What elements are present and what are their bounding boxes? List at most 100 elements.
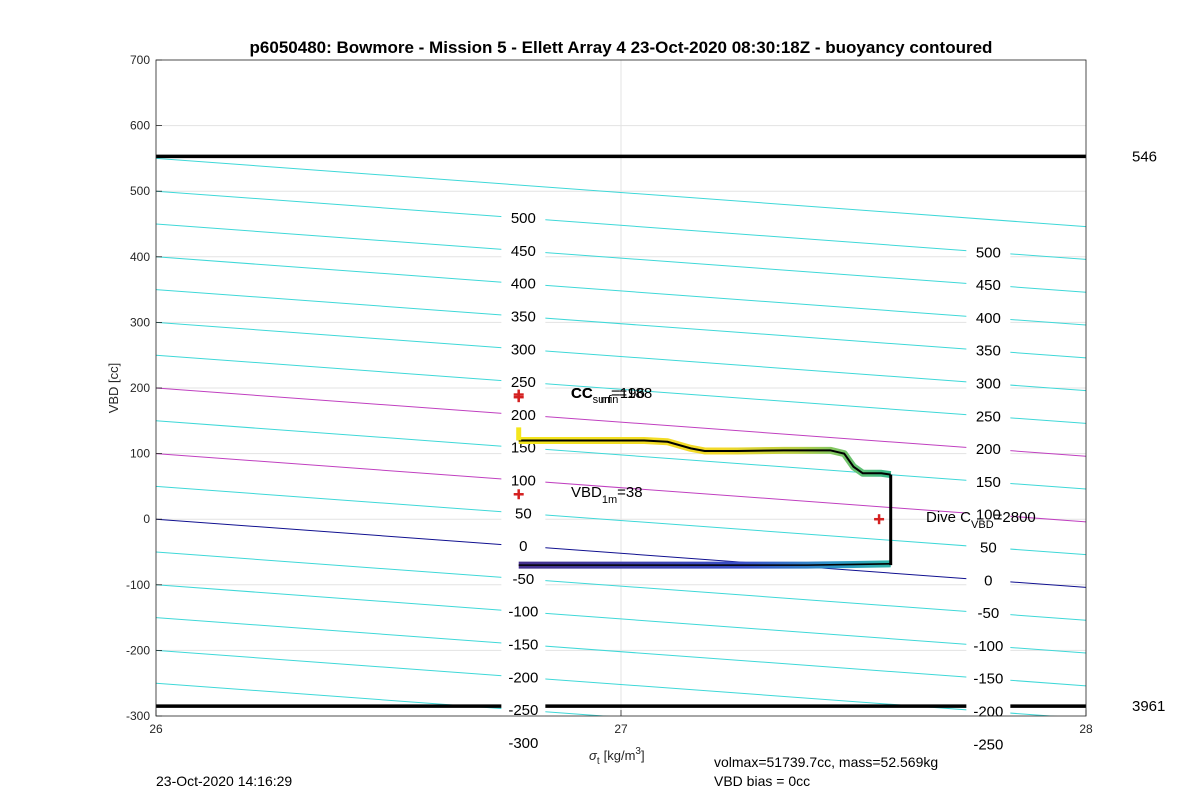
contour-label-0-500: 500: [511, 210, 536, 227]
contour-label-0-300: 300: [511, 341, 536, 358]
contour-label-bg-1-150: [966, 472, 1011, 490]
vbd-1m-annotation: VBD1m=38: [571, 484, 643, 506]
y-axis-label: VBD [cc]: [106, 363, 121, 414]
contour-line-200: [156, 387, 1086, 457]
contour-label-bg-1-100: [966, 505, 1011, 523]
contour-label-bg-1-350: [966, 341, 1011, 359]
contour-label-0-150: 150: [511, 440, 536, 457]
contour-label-1-500: 500: [976, 244, 1001, 261]
y-tick-label-100: 100: [130, 447, 150, 461]
contour-label-bg-1--50: [966, 604, 1011, 622]
x-axis-label-sup: 3: [635, 746, 641, 757]
cc-min-main: CC: [571, 385, 593, 402]
contour-label-1-150: 150: [976, 474, 1001, 491]
contour-label-bg-1--200: [966, 702, 1011, 720]
markers: [513, 389, 885, 525]
contour-label-bg-0--300: [501, 733, 546, 751]
footer-bias: VBD bias = 0cc: [714, 773, 811, 789]
contour-line-450: [156, 223, 1086, 293]
contour-label-bg-1--100: [966, 636, 1011, 654]
contour-label-0-100: 100: [511, 473, 536, 490]
dive-cvbd-sub: VBD: [971, 519, 994, 531]
dive-cvbd-main: Dive C: [926, 509, 971, 526]
x-axis-label-units: [kg/m: [604, 748, 636, 763]
contour-label-0-200: 200: [511, 407, 536, 424]
contour-label-0-350: 350: [511, 309, 536, 326]
contour-label-1-0: 0: [984, 572, 992, 589]
contour-label-1-400: 400: [976, 310, 1001, 327]
contour-label-1-100: 100: [976, 507, 1001, 524]
x-axis-label-close: ]: [641, 748, 645, 763]
y-tick-label--300: -300: [126, 709, 150, 723]
contour-line-550: [156, 157, 1086, 228]
contour-label-bg-0-50: [501, 504, 546, 522]
footer-volmax: volmax=51739.7cc, mass=52.569kg: [714, 754, 939, 770]
contour-label-0--150: -150: [508, 637, 538, 654]
contour-label-0--300: -300: [508, 735, 538, 752]
x-axis-label-symbol: σ: [589, 748, 598, 763]
dive-cvbd-value: =2800: [994, 509, 1036, 526]
contour-line-300: [156, 321, 1086, 392]
contour-label-bg-1-300: [966, 374, 1011, 392]
contour-label-1-350: 350: [976, 343, 1001, 360]
y-tick-label-500: 500: [130, 184, 150, 198]
contour-line--50: [156, 551, 1086, 621]
y-tick-label-700: 700: [130, 53, 150, 67]
contour-line-400: [156, 256, 1086, 326]
contour-label-bg-1-450: [966, 276, 1011, 294]
contour-label-bg-1--250: [966, 735, 1011, 753]
profile-upper-line: [518, 439, 891, 476]
dive-cvbd-annotation: Dive CVBD=2800: [926, 509, 1036, 531]
cc-min-sub: min: [601, 394, 619, 406]
cc-min-annotation: CC min=188: [571, 385, 652, 406]
contour-labels: 500450400350300250200150100500-50-100-15…: [501, 209, 1011, 753]
contour-line--150: [156, 617, 1086, 687]
contour-label-bg-1-500: [966, 243, 1011, 261]
contour-label-bg-1-250: [966, 407, 1011, 425]
contour-label-0--200: -200: [508, 669, 538, 686]
contour-label-bg-1-50: [966, 538, 1011, 556]
x-ticks: 26 27 28: [149, 710, 1093, 736]
contour-label-bg-0-450: [501, 241, 546, 259]
x-axis-label: σt [kg/m3]: [589, 746, 645, 767]
contour-label-0--50: -50: [513, 571, 535, 588]
y-tick-label-300: 300: [130, 315, 150, 329]
cc-surf-sub: surf: [593, 394, 612, 406]
contour-label-bg-0--200: [501, 668, 546, 686]
contour-label-bg-0-300: [501, 340, 546, 358]
y-tick-label-0: 0: [143, 512, 150, 526]
contour-label-bg-1-200: [966, 440, 1011, 458]
contour-label-1--150: -150: [973, 671, 1003, 688]
cc-surf-annotation: CCsurf=196: [571, 385, 645, 406]
limit-label-0: 546: [1132, 148, 1157, 165]
contour-label-bg-0--250: [501, 701, 546, 719]
contour-label-bg-0-350: [501, 307, 546, 325]
dive-profile: [516, 427, 893, 569]
contour-label-0--100: -100: [508, 604, 538, 621]
contour-label-1-200: 200: [976, 441, 1001, 458]
x-tick-label-27: 27: [614, 722, 628, 736]
contour-label-0--250: -250: [508, 702, 538, 719]
x-tick-label-26: 26: [149, 722, 163, 736]
contour-label-1--250: -250: [973, 736, 1003, 753]
footer-timestamp: 23-Oct-2020 14:16:29: [156, 773, 293, 789]
contour-label-bg-0-500: [501, 209, 546, 227]
contour-line-0: [156, 518, 1086, 588]
contour-label-bg-0-200: [501, 405, 546, 423]
contour-line-100: [156, 453, 1086, 523]
y-tick-label--100: -100: [126, 578, 150, 592]
y-ticks: -300 -200 -100 0 100 200 300 400 500 600 700: [126, 53, 162, 723]
contour-line-250: [156, 354, 1086, 424]
contour-line-150: [156, 420, 1086, 490]
contour-label-bg-0--50: [501, 569, 546, 587]
profile-lower-line: [518, 563, 891, 566]
chart-title: p6050480: Bowmore - Mission 5 - Ellett A…: [250, 38, 993, 57]
contour-line--250: [156, 682, 610, 716]
limit-lines: 546 3961: [156, 148, 1165, 715]
contour-label-1--200: -200: [973, 703, 1003, 720]
x-tick-label-28: 28: [1079, 722, 1093, 736]
contour-label-1--50: -50: [978, 605, 1000, 622]
y-tick-label-200: 200: [130, 381, 150, 395]
contour-label-bg-0-400: [501, 274, 546, 292]
